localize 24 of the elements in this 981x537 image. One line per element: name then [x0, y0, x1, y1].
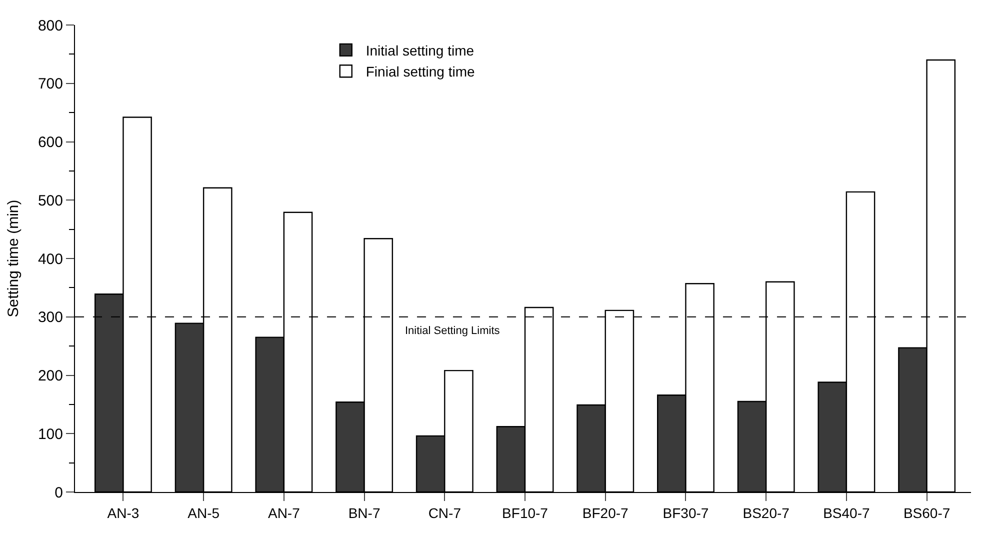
x-tick-label: BS40-7	[823, 504, 870, 521]
y-axis-title: Setting time (min)	[5, 200, 22, 318]
ref-line-label: Initial Setting Limits	[405, 325, 500, 337]
legend-label: Finial setting time	[366, 64, 476, 80]
y-tick-label: 100	[38, 426, 63, 443]
x-tick-label: AN-7	[268, 504, 300, 521]
x-tick-label: AN-3	[107, 504, 140, 521]
x-tick-label: BF10-7	[502, 504, 548, 521]
x-tick-label: CN-7	[428, 504, 462, 521]
x-tick-label: BF30-7	[662, 504, 709, 521]
y-tick-label: 500	[38, 192, 63, 210]
y-tick-label: 400	[38, 250, 63, 268]
x-tick-label: AN-5	[188, 504, 220, 521]
y-tick-label: 200	[38, 368, 63, 384]
x-tick-label: BS20-7	[742, 504, 790, 521]
x-tick-label: BF20-7	[582, 504, 629, 521]
y-tick-label: 700	[38, 76, 63, 93]
y-tick-label: 0	[54, 484, 63, 502]
y-tick-label: 600	[38, 134, 63, 151]
x-tick-label: BS60-7	[903, 504, 950, 521]
x-tick-label: BN-7	[348, 504, 380, 521]
y-tick-label: 300	[38, 309, 63, 326]
legend-label: Initial setting time	[366, 42, 474, 58]
y-tick-label: 800	[38, 17, 63, 34]
